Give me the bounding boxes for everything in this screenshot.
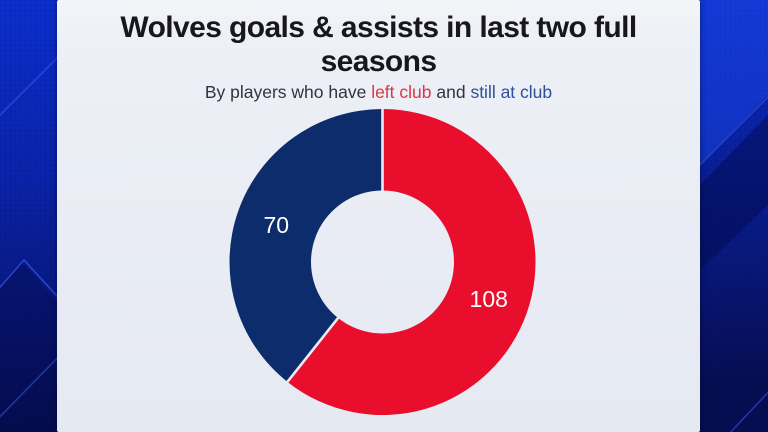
subtitle-text: By players who have (204, 82, 372, 102)
subtitle: By players who have left club and still … (57, 81, 700, 103)
segment-value-label: 108 (470, 286, 508, 312)
dark-diagonal (700, 115, 768, 270)
page-title: Wolves goals & assists in last two full … (120, 11, 637, 78)
diagonal-line (0, 344, 71, 418)
subtitle-left-club-label: left club (371, 82, 432, 102)
bright-diagonal (700, 0, 768, 165)
segment-value-label: 70 (263, 212, 289, 238)
chevron-shape (0, 262, 70, 432)
donut-chart: 108 70 (229, 108, 536, 416)
subtitle-still-at-club-label: still at club (470, 82, 553, 102)
chevron-line (0, 258, 69, 309)
donut-segment-still-at-club (229, 109, 383, 382)
segment-divider (285, 316, 340, 384)
diagonal-line (694, 96, 768, 171)
donut-segment-left-club (287, 109, 536, 416)
diagonal-line (729, 391, 768, 432)
chart-card: Wolves goals & assists in last two full … (57, 0, 700, 432)
subtitle-conjunction: and (431, 82, 471, 102)
diagonal-line (0, 44, 71, 117)
